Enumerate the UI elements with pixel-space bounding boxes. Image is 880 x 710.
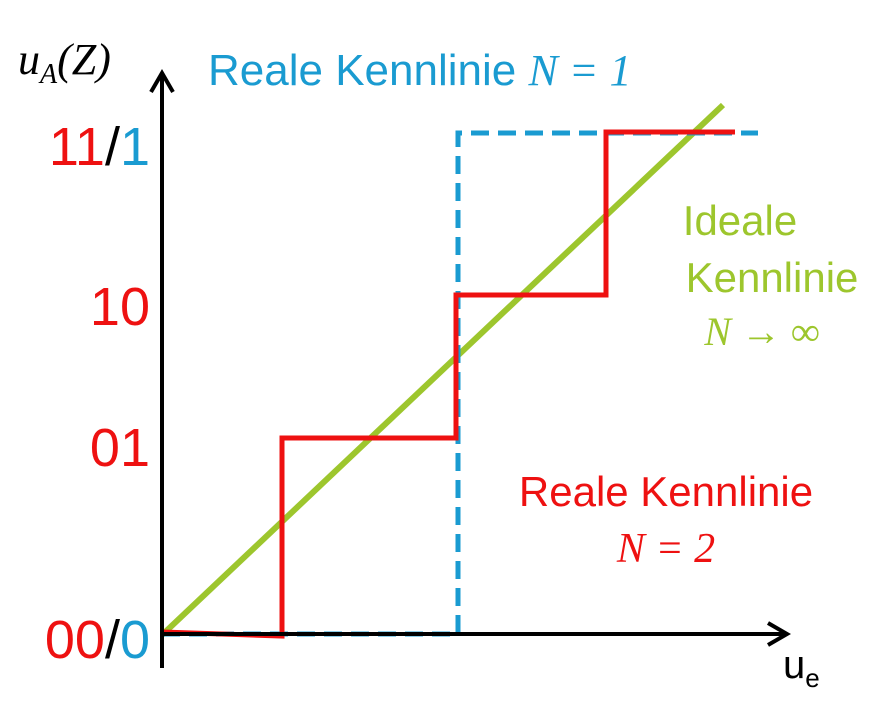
legend-ideal-math: N → ∞ <box>703 309 819 354</box>
real-characteristic-n2-line <box>161 129 735 639</box>
legend-real-n2-line1: Reale Kennlinie <box>519 468 813 515</box>
legend-ideal-line2: Kennlinie <box>686 254 859 301</box>
tick-label-lower-mid: 01 <box>90 418 150 478</box>
legend-ideal-line1: Ideale <box>683 197 797 244</box>
legend-real-n2-math: N = 2 <box>616 526 715 572</box>
y-axis-arrowhead <box>149 69 175 94</box>
y-axis-label: uA(Z) <box>18 35 111 90</box>
tick-label-upper-mid: 10 <box>90 277 150 337</box>
x-axis-arrowhead <box>766 621 791 647</box>
x-axis-label: ue <box>783 643 820 693</box>
ideal-characteristic-line <box>159 102 726 638</box>
legend-real-n1: Reale Kennlinie N = 1 <box>208 46 632 95</box>
tick-label-bottom: 00/0 <box>45 610 150 670</box>
tick-label-top: 11/1 <box>49 117 150 177</box>
